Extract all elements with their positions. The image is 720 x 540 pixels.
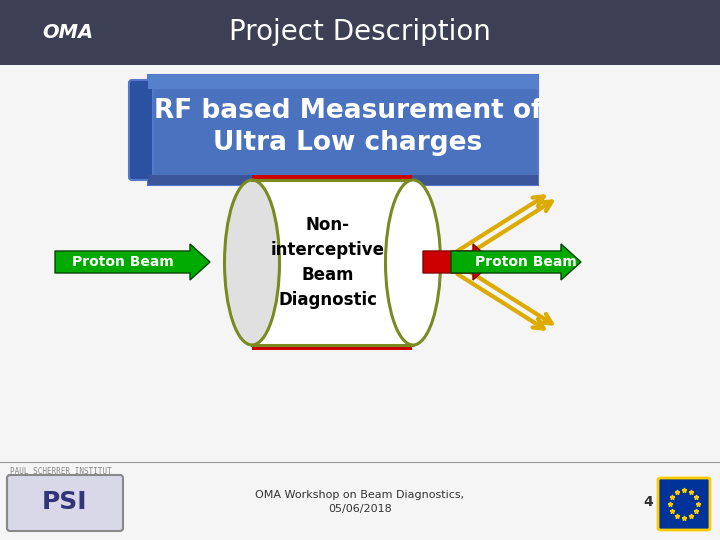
Bar xyxy=(148,75,538,89)
Bar xyxy=(252,327,412,350)
FancyBboxPatch shape xyxy=(7,475,123,531)
Text: Proton Beam: Proton Beam xyxy=(71,255,174,269)
Text: OMA: OMA xyxy=(42,23,94,42)
Text: 4: 4 xyxy=(643,495,653,509)
FancyBboxPatch shape xyxy=(148,75,538,185)
Bar xyxy=(148,175,538,185)
Text: PSI: PSI xyxy=(42,490,88,514)
FancyArrow shape xyxy=(451,244,581,280)
Text: Non-
interceptive
Beam
Diagnostic: Non- interceptive Beam Diagnostic xyxy=(271,216,384,309)
Text: RF based Measurement of
Ultra Low charges: RF based Measurement of Ultra Low charge… xyxy=(154,98,542,157)
Bar xyxy=(252,175,412,198)
Bar xyxy=(0,0,720,65)
Text: OMA Workshop on Beam Diagnostics,
05/06/2018: OMA Workshop on Beam Diagnostics, 05/06/… xyxy=(256,490,464,514)
Text: Proton Beam: Proton Beam xyxy=(475,255,577,269)
FancyBboxPatch shape xyxy=(129,80,153,180)
Bar xyxy=(252,180,412,345)
FancyArrow shape xyxy=(55,244,210,280)
FancyBboxPatch shape xyxy=(658,478,710,530)
Text: Project Description: Project Description xyxy=(229,18,491,46)
Text: PAUL SCHERRER INSTITUT: PAUL SCHERRER INSTITUT xyxy=(10,468,112,476)
Bar xyxy=(0,462,720,540)
Ellipse shape xyxy=(225,180,279,345)
FancyArrow shape xyxy=(423,244,493,280)
Ellipse shape xyxy=(385,180,441,345)
